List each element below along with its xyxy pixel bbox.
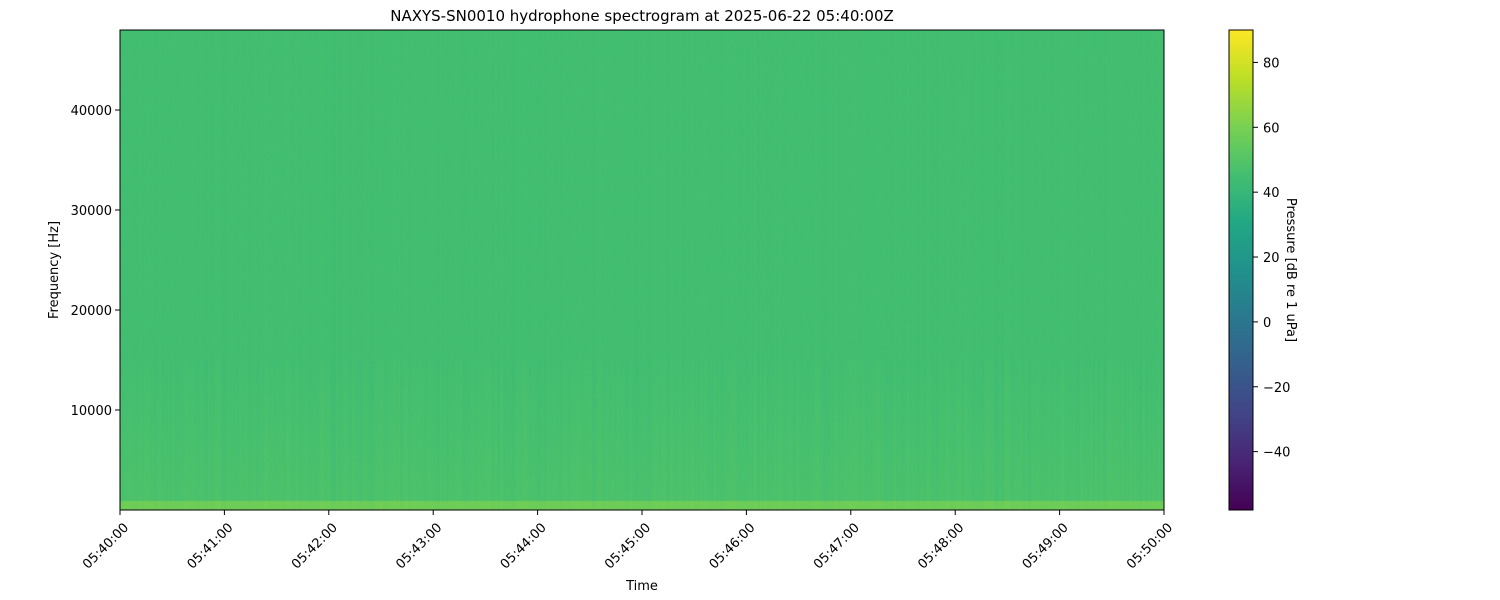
y-tick-label: 20000: [71, 304, 112, 319]
y-tick-label: 10000: [71, 404, 112, 419]
y-tick-label: 30000: [71, 204, 112, 219]
colorbar-tick-label: 40: [1263, 186, 1280, 201]
chart-title: NAXYS-SN0010 hydrophone spectrogram at 2…: [390, 7, 894, 25]
x-tick-label: 05:41:00: [185, 520, 237, 572]
x-tick-label: 05:45:00: [602, 520, 654, 572]
x-tick-label: 05:48:00: [915, 520, 967, 572]
colorbar-tick-label: 20: [1263, 251, 1280, 266]
colorbar-tick-label: 80: [1263, 56, 1280, 71]
x-tick-label: 05:43:00: [393, 520, 445, 572]
x-axis-label: Time: [625, 579, 658, 594]
colorbar-axis: −40 −20 0 20 40 60 80: [1253, 56, 1290, 461]
x-tick-label: 05:42:00: [289, 520, 341, 572]
x-tick-label: 05:47:00: [811, 520, 863, 572]
x-axis: 05:40:00 05:41:00 05:42:00 05:43:00 05:44:00…: [80, 510, 1176, 572]
x-tick-label: 05:50:00: [1124, 520, 1176, 572]
colorbar: [1228, 29, 1254, 511]
y-axis: 10000 20000 30000 40000: [71, 104, 120, 419]
y-tick-label: 40000: [71, 104, 112, 119]
x-tick-label: 05:49:00: [1020, 520, 1072, 572]
colorbar-tick-label: 0: [1263, 316, 1271, 331]
x-tick-label: 05:46:00: [707, 520, 759, 572]
spectrogram-image: [120, 30, 1164, 510]
x-tick-label: 05:44:00: [498, 520, 550, 572]
x-tick-label: 05:40:00: [80, 520, 132, 572]
colorbar-label: Pressure [dB re 1 uPa]: [1283, 198, 1298, 342]
colorbar-tick-label: −40: [1263, 446, 1290, 461]
y-axis-label: Frequency [Hz]: [47, 221, 62, 319]
colorbar-tick-label: 60: [1263, 121, 1280, 136]
colorbar-tick-label: −20: [1263, 381, 1290, 396]
